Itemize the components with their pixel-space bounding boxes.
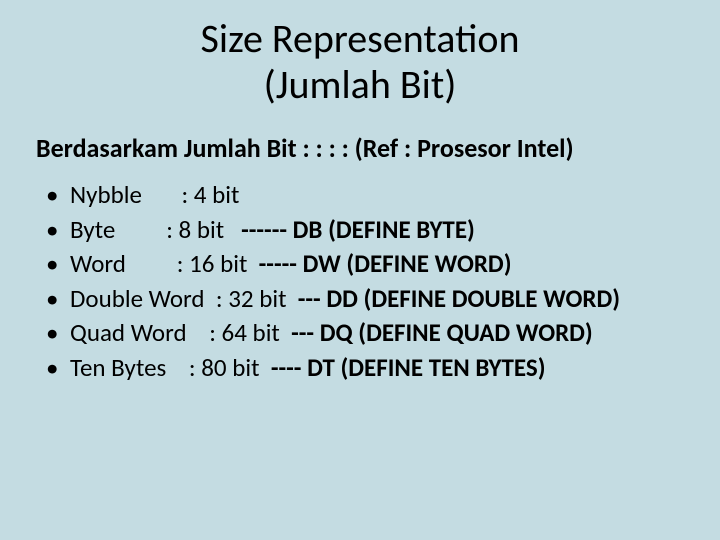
- list-item: Ten Bytes : 80 bit ---- DT (DEFINE TEN B…: [46, 351, 690, 386]
- bullet-list: Nybble : 4 bitByte : 8 bit ------ DB (DE…: [30, 178, 690, 385]
- item-size: : 4 bit: [181, 179, 239, 210]
- title-line-1: Size Representation: [201, 14, 520, 63]
- slide-subtitle: Berdasarkam Jumlah Bit : : : : (Ref : Pr…: [30, 132, 690, 164]
- item-definition: ----- DW (DEFINE WORD): [259, 248, 512, 279]
- item-name: Quad Word: [70, 317, 209, 348]
- item-definition: ---- DT (DEFINE TEN BYTES): [271, 352, 546, 383]
- item-size: : 64 bit: [209, 317, 291, 348]
- list-item: Word : 16 bit ----- DW (DEFINE WORD): [46, 247, 690, 282]
- slide-title: Size Representation (Jumlah Bit): [30, 16, 690, 108]
- item-name: Double Word: [70, 283, 216, 314]
- item-definition: --- DD (DEFINE DOUBLE WORD): [298, 283, 620, 314]
- item-definition: ------ DB (DEFINE BYTE): [241, 214, 475, 245]
- title-line-2: (Jumlah Bit): [264, 60, 457, 109]
- item-name: Byte: [70, 214, 166, 245]
- item-size: : 16 bit: [177, 248, 259, 279]
- item-name: Nybble: [70, 179, 181, 210]
- item-size: : 80 bit: [189, 352, 271, 383]
- slide: Size Representation (Jumlah Bit) Berdasa…: [0, 0, 720, 540]
- list-item: Double Word : 32 bit --- DD (DEFINE DOUB…: [46, 282, 690, 317]
- list-item: Quad Word : 64 bit --- DQ (DEFINE QUAD W…: [46, 316, 690, 351]
- item-name: Word: [70, 248, 177, 279]
- list-item: Byte : 8 bit ------ DB (DEFINE BYTE): [46, 213, 690, 248]
- item-name: Ten Bytes: [70, 352, 189, 383]
- item-size: : 8 bit: [166, 214, 241, 245]
- item-definition: --- DQ (DEFINE QUAD WORD): [291, 317, 593, 348]
- item-size: : 32 bit: [216, 283, 298, 314]
- list-item: Nybble : 4 bit: [46, 178, 690, 213]
